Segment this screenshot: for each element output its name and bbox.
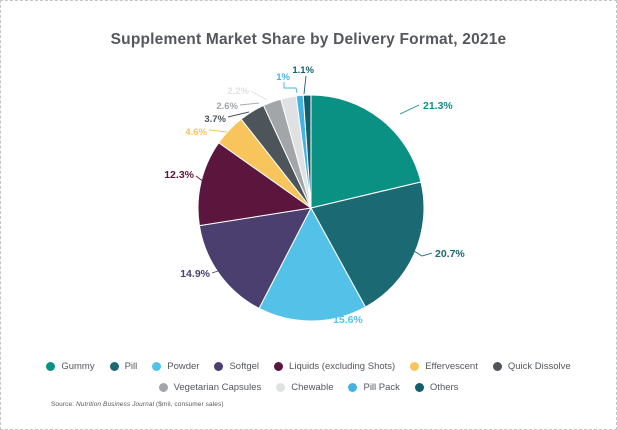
legend-item: Gummy xyxy=(46,361,95,372)
source-journal: Nutrition Business Journal xyxy=(76,401,155,408)
legend-swatch-icon xyxy=(158,383,168,392)
legend-label: Effervescent xyxy=(425,361,478,372)
legend-item: Pill Pack xyxy=(348,382,400,393)
source-note: Source: Nutrition Business Journal ($mil… xyxy=(51,401,224,408)
slice-percent-label: 12.3% xyxy=(164,169,194,181)
pie-slice xyxy=(258,207,366,322)
legend-item: Liquids (excluding Shots) xyxy=(274,361,395,372)
chart-title: Supplement Market Share by Delivery Form… xyxy=(110,31,507,48)
legend-item: Chewable xyxy=(276,382,333,393)
pie-slice xyxy=(198,207,312,309)
label-leader-line xyxy=(283,82,298,94)
legend: Gummy Pill Powder Softgel Liquids (excluding… xyxy=(1,361,616,393)
legend-row: Gummy Pill Powder Softgel Liquids (excluding… xyxy=(46,361,571,372)
label-leader-line xyxy=(291,308,332,320)
legend-swatch-icon xyxy=(414,383,424,392)
legend-label: Others xyxy=(429,382,459,393)
pie-slice xyxy=(302,94,312,209)
legend-label: Pill Pack xyxy=(363,382,400,393)
legend-swatch-icon xyxy=(410,362,420,371)
pie-slice xyxy=(310,94,422,209)
slice-percent-label: 2.2% xyxy=(227,86,249,97)
legend-item: Effervescent xyxy=(410,361,478,372)
source-prefix: Source: xyxy=(51,401,77,408)
legend-swatch-icon xyxy=(109,362,119,371)
slice-percent-label: 20.7% xyxy=(435,248,465,260)
slice-percent-label: 1.1% xyxy=(292,65,314,76)
legend-swatch-icon xyxy=(152,362,162,371)
legend-swatch-icon xyxy=(46,362,56,371)
label-leader-line xyxy=(399,104,420,115)
slice-percent-label: 21.3% xyxy=(423,100,453,112)
legend-item: Powder xyxy=(152,361,199,372)
legend-label: Gummy xyxy=(61,361,95,372)
legend-row: Vegetarian Capsules Chewable Pill Pack Othe… xyxy=(158,382,459,393)
legend-item: Others xyxy=(414,382,459,393)
legend-label: Pill xyxy=(124,361,138,372)
legend-item: Quick Dissolve xyxy=(492,361,571,372)
slice-percent-label: 14.9% xyxy=(180,268,210,280)
legend-label: Powder xyxy=(167,361,200,372)
source-suffix: ($mil, consumer sales) xyxy=(154,401,224,408)
slice-percent-label: 4.6% xyxy=(185,127,207,138)
label-leader-line xyxy=(303,75,307,95)
slice-percent-label: 15.6% xyxy=(333,314,363,326)
legend-swatch-icon xyxy=(276,383,286,392)
legend-label: Chewable xyxy=(291,382,334,393)
label-leader-line xyxy=(239,102,260,106)
legend-label: Vegetarian Capsules xyxy=(173,382,262,393)
slice-percent-label: 2.6% xyxy=(216,101,238,112)
label-leader-line xyxy=(211,268,225,274)
legend-label: Liquids (excluding Shots) xyxy=(289,361,396,372)
legend-item: Vegetarian Capsules xyxy=(158,382,262,393)
label-leader-line xyxy=(208,129,228,133)
legend-swatch-icon xyxy=(492,362,502,371)
legend-swatch-icon xyxy=(214,362,224,371)
legend-label: Softgel xyxy=(229,361,260,372)
label-leader-line xyxy=(227,111,250,118)
label-leader-line xyxy=(195,175,205,183)
legend-swatch-icon xyxy=(274,362,284,371)
label-leader-line xyxy=(250,90,268,101)
pie-slice xyxy=(310,181,425,308)
label-leader-line xyxy=(413,250,433,257)
legend-item: Softgel xyxy=(214,361,259,372)
pie-slice xyxy=(197,142,312,227)
legend-swatch-icon xyxy=(348,383,358,392)
slice-percent-label: 1% xyxy=(276,72,290,83)
legend-item: Pill xyxy=(109,361,138,372)
slice-percent-label: 3.7% xyxy=(204,114,226,125)
legend-label: Quick Dissolve xyxy=(507,361,571,372)
